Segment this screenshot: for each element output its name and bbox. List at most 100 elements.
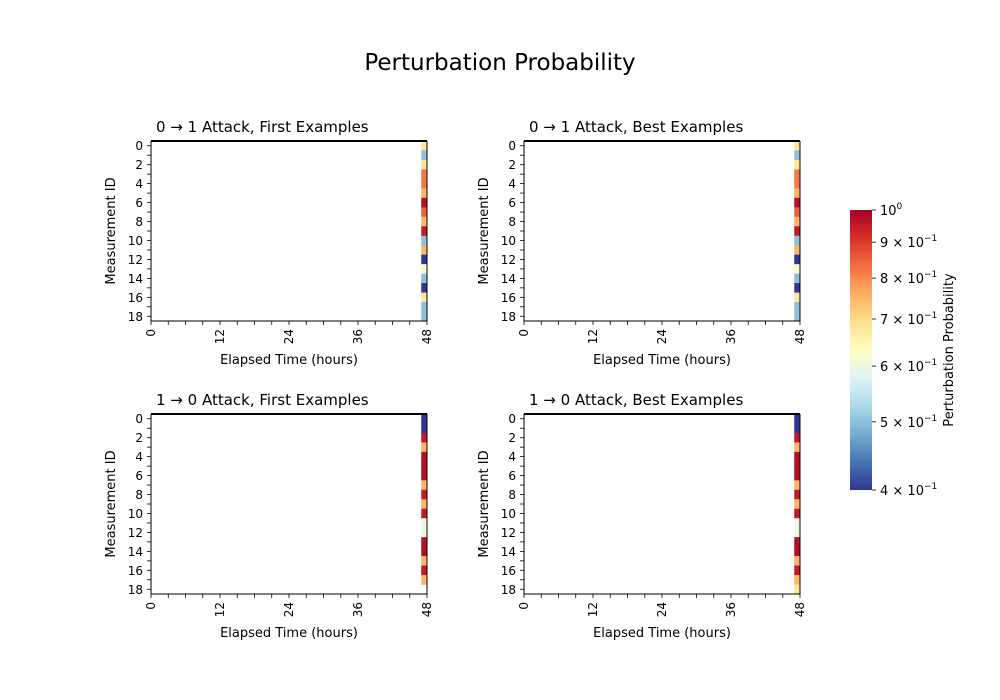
heatmap-cell [421, 414, 428, 424]
heatmap-cell [794, 575, 801, 585]
x-tick-label: 24 [655, 602, 669, 617]
heatmap-cell [794, 556, 801, 566]
colorbar: 100 9 × 10−1 8 × 10−1 7 × 10−1 6 × 10−1 5 × 1… [850, 202, 957, 499]
heatmap-cell [421, 254, 428, 265]
heatmap-cell [421, 302, 428, 312]
y-tick-label: 14 [128, 545, 143, 559]
y-tick-label: 0 [135, 139, 143, 153]
heatmap-cell [421, 423, 428, 434]
x-tick-label: 36 [351, 329, 365, 344]
heatmap-cell [421, 470, 428, 481]
heatmap-cell [421, 207, 428, 218]
x-tick-label: 0 [144, 602, 158, 610]
y-tick-label: 18 [128, 583, 143, 597]
y-tick-label: 18 [128, 310, 143, 324]
figure-title: Perturbation Probability [364, 50, 635, 76]
heatmap-cell [421, 311, 428, 322]
heatmap-cell [794, 178, 801, 189]
heatmap-cell [421, 264, 428, 274]
heatmap-cell [794, 283, 801, 293]
x-axis-label: Elapsed Time (hours) [220, 626, 358, 641]
y-tick-label: 2 [508, 431, 516, 445]
heatmap-cell [794, 461, 801, 472]
x-axis-label: Elapsed Time (hours) [593, 353, 731, 368]
y-tick-label: 10 [128, 507, 143, 521]
heatmap-cell [421, 489, 428, 500]
y-tick-label: 0 [508, 139, 516, 153]
heatmap-cell [421, 518, 428, 528]
heatmap-cell [421, 461, 428, 472]
y-tick-label: 16 [128, 291, 143, 305]
heatmap-cell [794, 273, 801, 284]
y-tick-label: 6 [508, 196, 516, 210]
y-tick-label: 4 [135, 450, 143, 464]
panel-title: 1 → 0 Attack, First Examples [156, 391, 369, 409]
heatmap-cell [421, 283, 428, 293]
colorbar-tick-label: 7 × 10−1 [880, 311, 937, 328]
y-tick-label: 14 [501, 545, 516, 559]
y-tick-label: 16 [128, 564, 143, 578]
heatmap-cell [421, 235, 428, 246]
y-tick-label: 18 [501, 310, 516, 324]
x-tick-label: 24 [282, 329, 296, 344]
y-axis-label: Measurement ID [104, 177, 119, 284]
heatmap-cell [794, 216, 801, 227]
heatmap-cell [794, 302, 801, 312]
heatmap-cell [794, 207, 801, 218]
heatmap-cell [421, 169, 428, 180]
heatmap-cell [421, 188, 428, 199]
heatmap-cell [421, 150, 428, 161]
heatmap-cell [794, 245, 801, 255]
heatmap-cell [421, 508, 428, 519]
heatmap-cell [794, 518, 801, 528]
heatmap-panel: 0 → 1 Attack, Best Examples0246810121416… [477, 118, 807, 368]
heatmap-cell [794, 159, 801, 170]
y-tick-label: 12 [501, 526, 516, 540]
x-tick-label: 12 [586, 602, 600, 617]
colorbar-tick-label: 8 × 10−1 [880, 270, 937, 287]
colorbar-tick-label: 5 × 10−1 [880, 414, 937, 431]
heatmap-panel: 1 → 0 Attack, Best Examples0246810121416… [477, 391, 807, 641]
heatmap-cell [421, 245, 428, 255]
heatmap-cell [421, 556, 428, 566]
x-tick-label: 48 [420, 602, 434, 617]
y-tick-label: 16 [501, 564, 516, 578]
heatmap-cell [421, 159, 428, 170]
x-tick-label: 0 [144, 329, 158, 337]
x-tick-label: 0 [517, 329, 531, 337]
y-tick-label: 8 [508, 488, 516, 502]
heatmap-cell [794, 141, 801, 151]
y-axis-label: Measurement ID [477, 177, 492, 284]
heatmap-cell [421, 546, 428, 557]
heatmap-cell [421, 442, 428, 453]
heatmap-cell [794, 188, 801, 199]
heatmap-cell [794, 565, 801, 576]
x-tick-label: 48 [420, 329, 434, 344]
heatmap-cell [421, 565, 428, 576]
heatmap-cell [421, 197, 428, 208]
y-tick-label: 14 [501, 272, 516, 286]
x-tick-label: 12 [213, 602, 227, 617]
x-tick-label: 36 [724, 602, 738, 617]
heatmap-cell [794, 150, 801, 161]
x-tick-label: 24 [282, 602, 296, 617]
heatmap-cell [794, 537, 801, 547]
heatmap-panels: 0 → 1 Attack, First Examples024681012141… [104, 118, 807, 641]
x-axis-label: Elapsed Time (hours) [220, 353, 358, 368]
heatmap-cell [421, 273, 428, 284]
heatmap-cell [794, 169, 801, 180]
y-tick-label: 12 [501, 253, 516, 267]
y-tick-label: 2 [135, 431, 143, 445]
y-tick-label: 6 [135, 196, 143, 210]
heatmap-cell [794, 546, 801, 557]
heatmap-cell [794, 527, 801, 538]
heatmap-cell [794, 489, 801, 500]
y-tick-label: 14 [128, 272, 143, 286]
heatmap-cell [421, 451, 428, 462]
heatmap-cell [794, 584, 801, 595]
x-tick-label: 36 [724, 329, 738, 344]
y-tick-label: 18 [501, 583, 516, 597]
panel-title: 0 → 1 Attack, Best Examples [529, 118, 743, 136]
panel-title: 1 → 0 Attack, Best Examples [529, 391, 743, 409]
colorbar-tick-label: 6 × 10−1 [880, 358, 937, 375]
